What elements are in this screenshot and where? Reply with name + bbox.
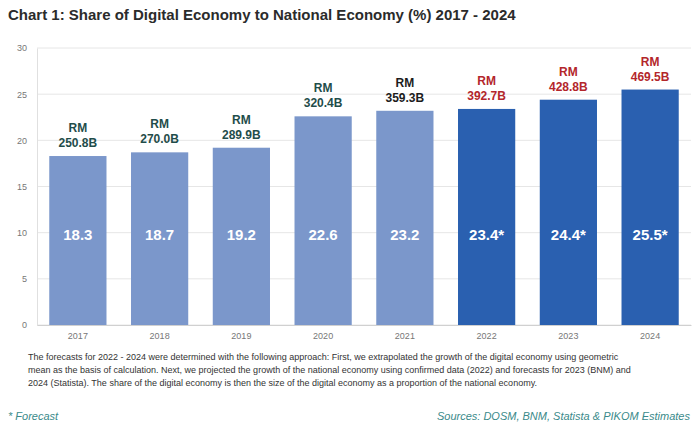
x-tick: 2017 xyxy=(68,325,88,341)
data-label: 25.5* xyxy=(633,226,668,243)
footnote: * Forecast xyxy=(8,410,59,422)
grid xyxy=(37,48,691,325)
bar xyxy=(540,100,597,325)
x-tick: 2018 xyxy=(150,325,170,341)
x-tick: 2022 xyxy=(477,325,497,341)
bar xyxy=(622,90,679,325)
title: Chart 1: Share of Digital Economy to Nat… xyxy=(8,6,516,23)
y-tick: 20 xyxy=(17,136,37,146)
grid-line xyxy=(37,48,691,49)
top-labels: RM250.8BRM270.0BRM289.9BRM320.4BRM359.3B… xyxy=(59,55,670,150)
top-label: RM xyxy=(232,113,251,127)
note: mean as the basis of calculation. Next, … xyxy=(28,365,631,375)
x-tick: 2024 xyxy=(640,325,660,341)
x-tick-label: 2020 xyxy=(313,331,333,341)
data-label: 22.6 xyxy=(309,226,338,243)
data-labels: 18.3 18.7 19.2 22.6 23.2 23.4* 24.4* 25.5* xyxy=(63,226,668,243)
top-label: RM xyxy=(559,65,578,79)
x-tick-label: 2018 xyxy=(150,331,170,341)
x-tick: 2019 xyxy=(231,325,251,341)
x-tick-label: 2023 xyxy=(558,331,578,341)
x-tick: 2020 xyxy=(313,325,333,341)
bars xyxy=(49,90,678,325)
y-axis-line xyxy=(37,49,38,326)
y-tick-label: 15 xyxy=(17,182,27,192)
top-label: RM xyxy=(477,74,496,88)
y-tick: 0 xyxy=(22,320,37,330)
top-label: 270.0B xyxy=(140,132,179,146)
note: 2024 (Statista). The share of the digita… xyxy=(28,378,537,388)
y-tick-label: 0 xyxy=(22,320,27,330)
bar xyxy=(213,148,270,325)
x-tick-label: 2019 xyxy=(231,331,251,341)
y-tick-label: 30 xyxy=(17,43,27,53)
data-label: 23.2 xyxy=(390,226,419,243)
y-tick: 10 xyxy=(17,228,37,238)
x-tick: 2023 xyxy=(558,325,578,341)
y-tick: 5 xyxy=(22,274,37,284)
bar xyxy=(295,116,352,325)
bar xyxy=(458,109,515,325)
y-tick-label: 10 xyxy=(17,228,27,238)
x-tick: 2021 xyxy=(395,325,415,341)
top-label: 250.8B xyxy=(59,136,98,150)
plot: 0 5 10 15 20 25 30 2017 2018 2019 2020 2021 2022 2023… xyxy=(17,43,692,341)
y-axis: 0 5 10 15 20 25 30 xyxy=(17,43,38,330)
x-tick-label: 2017 xyxy=(68,331,88,341)
grid-line xyxy=(37,94,691,95)
top-label: RM xyxy=(314,81,333,95)
data-label: 24.4* xyxy=(551,226,586,243)
top-label: 428.8B xyxy=(549,80,588,94)
bar xyxy=(131,152,188,325)
data-label: 18.7 xyxy=(145,226,174,243)
note: The forecasts for 2022 - 2024 were deter… xyxy=(28,352,619,362)
x-axis-line xyxy=(38,325,692,326)
x-tick-label: 2021 xyxy=(395,331,415,341)
x-tick-label: 2024 xyxy=(640,331,660,341)
top-label: 392.7B xyxy=(467,89,506,103)
top-label: 320.4B xyxy=(304,96,343,110)
y-tick: 30 xyxy=(17,43,37,53)
chart: Chart 1: Share of Digital Economy to Nat… xyxy=(0,0,700,430)
x-axis: 2017 2018 2019 2020 2021 2022 2023 2024 xyxy=(38,325,692,341)
top-label: 359.3B xyxy=(386,91,425,105)
data-label: 23.4* xyxy=(469,226,504,243)
top-label: RM xyxy=(150,117,169,131)
y-tick-label: 5 xyxy=(22,274,27,284)
notes: The forecasts for 2022 - 2024 were deter… xyxy=(28,352,631,388)
bar xyxy=(49,156,106,325)
top-label: 289.9B xyxy=(222,128,261,142)
y-tick-label: 20 xyxy=(17,136,27,146)
y-tick: 25 xyxy=(17,90,37,100)
y-tick-label: 25 xyxy=(17,90,27,100)
x-tick-label: 2022 xyxy=(477,331,497,341)
top-label: RM xyxy=(69,121,88,135)
top-label: RM xyxy=(641,55,660,69)
top-label: RM xyxy=(396,76,415,90)
source: Sources: DOSM, BNM, Statista & PIKOM Est… xyxy=(437,410,691,422)
data-label: 18.3 xyxy=(63,226,92,243)
bar xyxy=(376,111,433,325)
data-label: 19.2 xyxy=(227,226,256,243)
y-tick: 15 xyxy=(17,182,37,192)
top-label: 469.5B xyxy=(631,70,670,84)
